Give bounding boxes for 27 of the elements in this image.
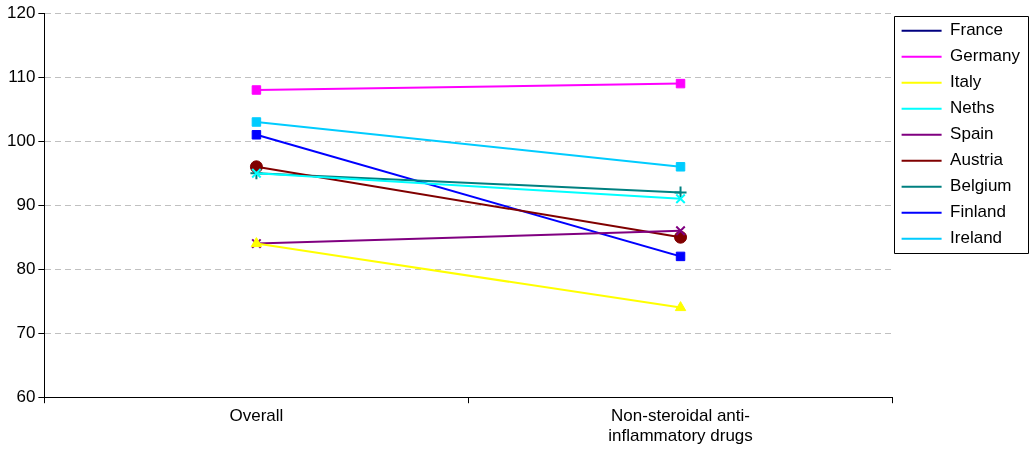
legend-label: Finland xyxy=(950,202,1006,222)
point xyxy=(673,185,688,200)
point xyxy=(675,251,686,262)
y-tick-label: 60 xyxy=(16,386,36,406)
y-tick-label: 120 xyxy=(6,2,36,22)
point xyxy=(251,130,262,140)
legend-label: Belgium xyxy=(950,176,1012,196)
legend-label: Austria xyxy=(950,150,1004,170)
legend-label: France xyxy=(950,20,1004,40)
point xyxy=(251,85,262,95)
point xyxy=(675,193,686,205)
point xyxy=(675,162,686,172)
y-tick-label: 80 xyxy=(16,258,36,278)
x-tick-label: Non-steroidal anti-inflammatory drugs xyxy=(608,406,753,446)
legend-label: Germany xyxy=(950,46,1021,66)
legend-label: Spain xyxy=(950,124,994,144)
y-tick-label: 100 xyxy=(6,130,36,150)
point xyxy=(675,225,686,237)
x-tick-label: Overall xyxy=(229,406,284,426)
point xyxy=(251,117,262,127)
y-tick-label: 110 xyxy=(8,66,36,86)
legend-label: Italy xyxy=(950,72,982,92)
legend-label: Neths xyxy=(950,98,995,118)
point xyxy=(675,78,686,89)
y-tick-label: 70 xyxy=(16,322,36,342)
y-tick-label: 90 xyxy=(16,194,36,214)
legend-label: Ireland xyxy=(950,228,1003,248)
